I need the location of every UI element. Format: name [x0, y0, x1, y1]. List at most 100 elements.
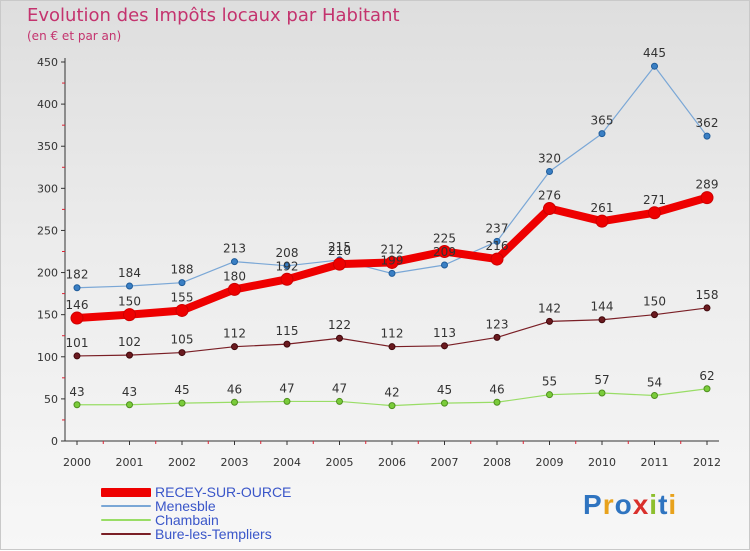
data-label-menesble: 209 — [433, 245, 456, 259]
data-label-recey-sur-ource: 289 — [696, 178, 719, 192]
data-label-menesble: 365 — [591, 114, 614, 128]
data-point-menesble — [178, 279, 186, 287]
data-label-chambain: 55 — [542, 375, 557, 389]
data-label-recey-sur-ource: 146 — [66, 298, 89, 312]
x-tick-label: 2009 — [536, 456, 564, 469]
data-label-recey-sur-ource: 212 — [381, 242, 404, 256]
data-label-menesble: 208 — [276, 246, 299, 260]
logo-letter: P — [583, 489, 603, 520]
data-point-menesble — [546, 167, 553, 175]
x-tick-label: 2001 — [116, 456, 144, 469]
data-label-chambain: 43 — [122, 385, 137, 399]
data-label-chambain: 46 — [489, 382, 504, 396]
chart-subtitle: (en € et par an) — [27, 29, 122, 43]
legend-label-chambain: Chambain — [155, 512, 219, 528]
legend-swatch-chambain — [101, 519, 151, 521]
x-tick-label: 2010 — [588, 456, 616, 469]
y-tick-label: 450 — [37, 56, 58, 69]
data-point-chambain — [336, 397, 343, 405]
data-point-menesble — [598, 130, 606, 138]
data-label-bure-les-templiers: 113 — [433, 326, 456, 340]
data-label-menesble: 445 — [643, 46, 666, 60]
legend-label-menesble: Menesble — [155, 498, 216, 514]
x-tick-label: 2007 — [431, 456, 459, 469]
legend-swatch-menesble — [101, 505, 151, 507]
data-label-menesble: 215 — [328, 240, 351, 254]
data-label-menesble: 184 — [118, 266, 141, 280]
data-label-menesble: 237 — [486, 221, 509, 235]
data-point-menesble — [231, 258, 238, 266]
logo-letter: i — [649, 489, 659, 520]
data-point-menesble — [441, 261, 448, 269]
y-tick-label: 100 — [37, 351, 58, 364]
data-point-chambain — [231, 398, 238, 406]
data-point-recey-sur-ource — [595, 214, 609, 228]
data-label-bure-les-templiers: 142 — [538, 301, 561, 315]
data-label-recey-sur-ource: 261 — [591, 201, 614, 215]
data-point-recey-sur-ource — [490, 252, 504, 266]
data-point-recey-sur-ource — [543, 202, 556, 216]
proxiti-logo: Proxiti — [583, 489, 677, 521]
data-point-bure-les-templiers — [336, 334, 343, 342]
data-label-chambain: 45 — [437, 383, 452, 397]
data-point-recey-sur-ource — [228, 282, 241, 296]
y-tick-label: 350 — [37, 140, 58, 153]
data-point-menesble — [388, 269, 396, 277]
data-label-bure-les-templiers: 105 — [171, 333, 194, 347]
data-point-recey-sur-ource — [648, 206, 661, 220]
data-label-chambain: 62 — [699, 369, 714, 383]
logo-letter: t — [658, 489, 669, 520]
data-label-menesble: 182 — [66, 268, 89, 282]
data-point-recey-sur-ource — [280, 272, 294, 286]
data-point-menesble — [703, 132, 711, 140]
data-label-bure-les-templiers: 122 — [328, 318, 351, 332]
data-point-bure-les-templiers — [703, 304, 711, 312]
data-label-chambain: 54 — [647, 376, 662, 390]
data-point-menesble — [126, 282, 133, 290]
data-label-chambain: 43 — [69, 385, 84, 399]
data-label-bure-les-templiers: 101 — [66, 336, 89, 350]
data-point-chambain — [126, 401, 133, 409]
data-label-chambain: 47 — [279, 381, 294, 395]
data-point-bure-les-templiers — [493, 333, 501, 341]
data-point-chambain — [703, 385, 711, 393]
data-point-bure-les-templiers — [283, 340, 291, 348]
x-tick-label: 2004 — [273, 456, 301, 469]
data-point-recey-sur-ource — [123, 308, 136, 322]
data-point-recey-sur-ource — [70, 311, 84, 325]
data-label-recey-sur-ource: 150 — [118, 295, 141, 309]
data-label-chambain: 57 — [594, 373, 609, 387]
data-point-bure-les-templiers — [126, 351, 133, 359]
data-label-recey-sur-ource: 155 — [171, 290, 194, 304]
data-point-bure-les-templiers — [73, 352, 81, 360]
data-point-chambain — [493, 398, 501, 406]
x-tick-label: 2005 — [326, 456, 354, 469]
y-tick-label: 200 — [37, 267, 58, 280]
data-point-chambain — [546, 391, 553, 399]
data-label-bure-les-templiers: 158 — [696, 288, 719, 302]
data-label-menesble: 213 — [223, 242, 246, 256]
data-point-chambain — [651, 392, 658, 400]
data-label-bure-les-templiers: 102 — [118, 335, 141, 349]
data-label-chambain: 47 — [332, 381, 347, 395]
logo-letter: x — [632, 489, 650, 520]
data-label-bure-les-templiers: 150 — [643, 295, 666, 309]
chart-title: Evolution des Impôts locaux par Habitant — [27, 5, 400, 26]
y-tick-label: 300 — [37, 182, 58, 195]
data-point-menesble — [283, 262, 291, 270]
data-label-recey-sur-ource: 210 — [328, 244, 351, 258]
legend-label-recey-sur-ource: RECEY-SUR-OURCE — [155, 484, 292, 500]
x-tick-label: 2002 — [168, 456, 196, 469]
data-point-bure-les-templiers — [651, 311, 658, 319]
data-point-recey-sur-ource — [700, 191, 714, 205]
data-label-menesble: 199 — [381, 253, 404, 267]
y-tick-label: 50 — [44, 393, 58, 406]
data-label-bure-les-templiers: 115 — [276, 324, 299, 338]
data-point-bure-les-templiers — [598, 316, 606, 324]
data-label-chambain: 45 — [174, 383, 189, 397]
data-label-menesble: 320 — [538, 151, 561, 165]
data-point-chambain — [388, 402, 396, 410]
data-label-chambain: 42 — [384, 386, 399, 400]
logo-letter: o — [614, 489, 633, 520]
